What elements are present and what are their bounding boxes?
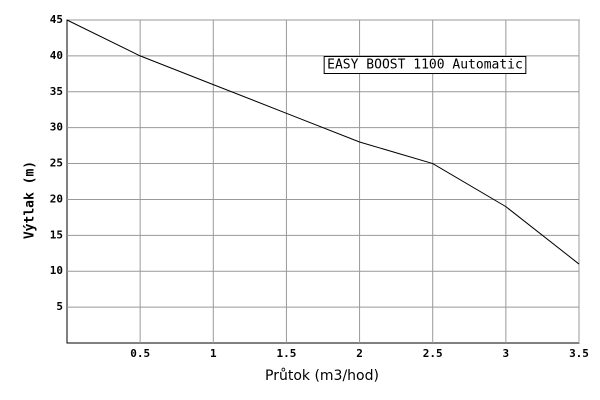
x-tick-label: 0.5 (130, 347, 150, 360)
legend-label: EASY BOOST 1100 Automatic (327, 58, 523, 73)
x-tick-label: 1 (210, 347, 217, 360)
y-tick-label: 5 (56, 300, 63, 313)
y-axis-label: Výtlak (m) (23, 161, 38, 239)
y-tick-label: 10 (50, 264, 63, 277)
x-tick-label: 3 (503, 347, 510, 360)
y-tick-label: 45 (50, 13, 63, 26)
x-axis-label: Průtok (m3/hod) (265, 368, 379, 384)
y-tick-label: 25 (50, 157, 63, 170)
x-tick-label: 1.5 (276, 347, 296, 360)
x-tick-label: 2 (356, 347, 363, 360)
y-tick-label: 35 (50, 85, 63, 98)
y-tick-label: 15 (50, 228, 63, 241)
data-line (66, 19, 580, 265)
y-tick-label: 20 (50, 192, 63, 205)
x-tick-label: 2.5 (423, 347, 443, 360)
x-tick-label: 3.5 (569, 347, 589, 360)
y-tick-label: 40 (50, 49, 63, 62)
y-tick-label: 30 (50, 121, 63, 134)
legend-box (323, 56, 527, 74)
